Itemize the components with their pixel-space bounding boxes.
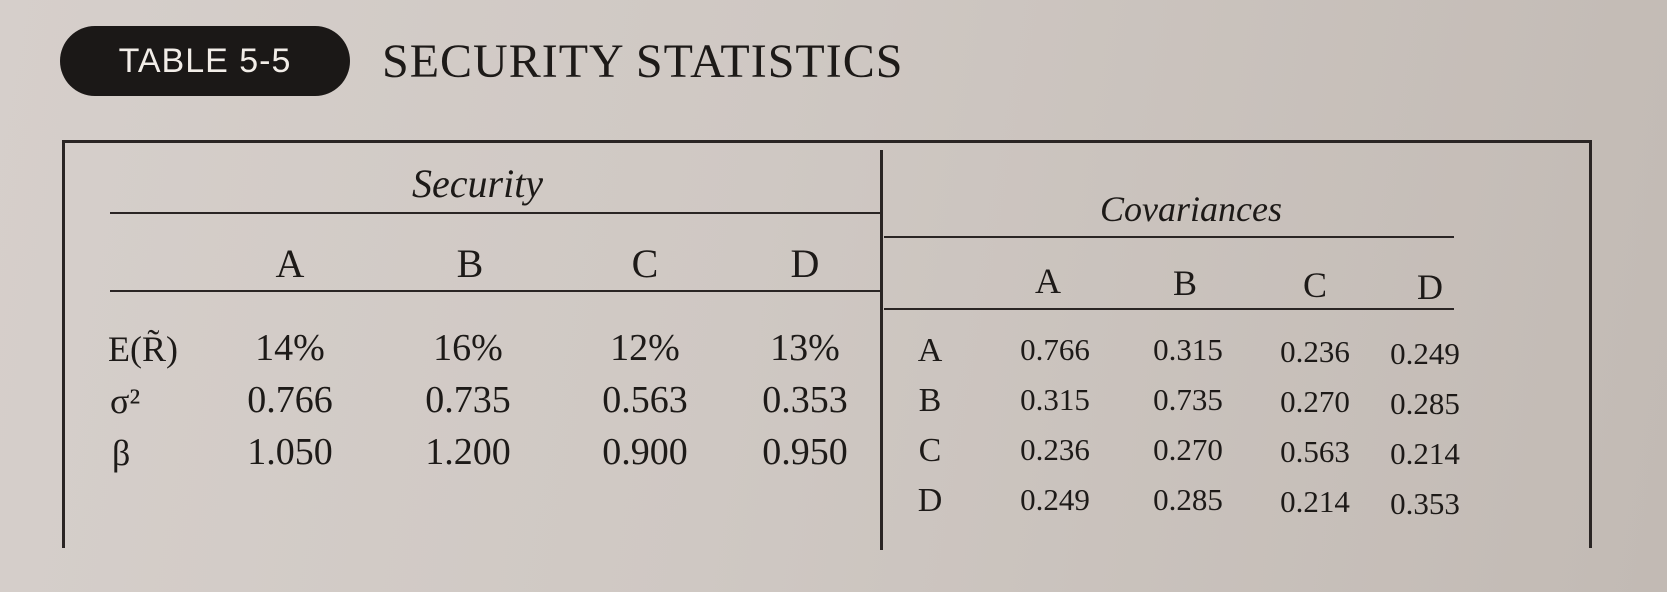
security-cell: 1.200 bbox=[425, 431, 511, 473]
security-col-a: A bbox=[275, 241, 305, 286]
cov-cell: 0.270 bbox=[1280, 384, 1350, 419]
cov-cell: 0.249 bbox=[1020, 482, 1090, 517]
cov-cell: 0.315 bbox=[1020, 382, 1090, 417]
statistics-table bbox=[62, 140, 1592, 548]
cov-cell: 0.315 bbox=[1153, 332, 1223, 367]
security-col-d: D bbox=[790, 241, 820, 286]
cov-row-label-c: C bbox=[918, 432, 942, 469]
table-number-badge: TABLE 5-5 bbox=[60, 26, 350, 96]
security-cell: 0.563 bbox=[602, 379, 688, 421]
cov-cell: 0.249 bbox=[1390, 336, 1460, 371]
cov-cell: 0.563 bbox=[1280, 434, 1350, 469]
cov-cell: 0.236 bbox=[1280, 334, 1350, 369]
table-title: SECURITY STATISTICS bbox=[382, 35, 904, 88]
cov-cell: 0.285 bbox=[1390, 386, 1460, 421]
cov-cell: 0.285 bbox=[1153, 482, 1223, 517]
security-col-b: B bbox=[456, 241, 484, 286]
security-cell: 16% bbox=[433, 327, 503, 369]
security-header-rule bbox=[110, 290, 880, 292]
security-col-c: C bbox=[631, 241, 659, 286]
row-label-variance: σ² bbox=[110, 381, 141, 421]
cov-col-b: B bbox=[1172, 263, 1197, 303]
security-group-label: Security bbox=[412, 161, 544, 206]
cov-cell: 0.735 bbox=[1153, 382, 1223, 417]
cov-row-label-a: A bbox=[917, 332, 943, 369]
cov-cell: 0.270 bbox=[1153, 432, 1223, 467]
security-cell: 0.950 bbox=[762, 431, 848, 473]
cov-row-label-d: D bbox=[917, 482, 943, 519]
security-cell: 0.735 bbox=[425, 379, 511, 421]
security-cell: 0.766 bbox=[247, 379, 333, 421]
cov-cell: 0.766 bbox=[1020, 332, 1090, 367]
covariances-rule bbox=[884, 236, 1454, 238]
cov-col-d: D bbox=[1417, 267, 1443, 307]
security-cell: 0.900 bbox=[602, 431, 688, 473]
security-rule bbox=[110, 212, 880, 214]
cov-cell: 0.353 bbox=[1390, 486, 1460, 521]
cov-cell: 0.214 bbox=[1280, 484, 1350, 519]
cov-row-label-b: B bbox=[918, 382, 942, 419]
cov-cell: 0.214 bbox=[1390, 436, 1460, 471]
security-cell: 12% bbox=[610, 327, 680, 369]
security-cell: 13% bbox=[770, 327, 840, 369]
cov-col-a: A bbox=[1035, 261, 1061, 301]
row-label-beta: β bbox=[112, 433, 131, 473]
covariances-group-label: Covariances bbox=[1100, 189, 1282, 229]
covariances-header-rule bbox=[884, 308, 1454, 310]
security-cell: 14% bbox=[255, 327, 325, 369]
security-cell: 1.050 bbox=[247, 431, 333, 473]
cov-cell: 0.236 bbox=[1020, 432, 1090, 467]
row-label-expected-return: E(R̃) bbox=[108, 329, 178, 369]
cov-col-c: C bbox=[1302, 265, 1327, 305]
security-cell: 0.353 bbox=[762, 379, 848, 421]
table-divider bbox=[880, 150, 883, 550]
